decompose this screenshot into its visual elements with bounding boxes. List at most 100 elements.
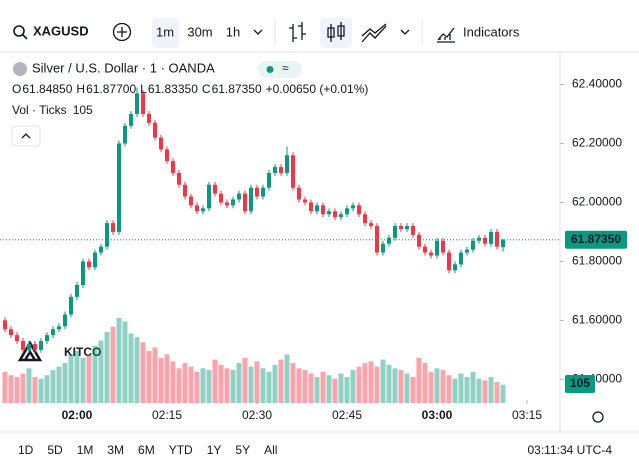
market-open-dot (266, 66, 274, 73)
range-button[interactable]: All (264, 443, 277, 457)
range-button[interactable]: 5D (47, 443, 63, 457)
candle-body (500, 239, 505, 248)
y-tick-label: 62.40000 (572, 77, 622, 91)
candle-body (368, 223, 373, 227)
volume-bar (194, 371, 200, 403)
collapse-icon (21, 133, 31, 139)
area-icon[interactable] (361, 23, 387, 43)
volume-bar (326, 375, 332, 403)
candle-body (104, 223, 109, 247)
candle-body (200, 208, 205, 212)
candle-body (8, 329, 13, 336)
indicators-icon[interactable] (437, 27, 455, 43)
range-button[interactable]: 1M (77, 443, 94, 457)
candle-body (344, 208, 349, 215)
candle-body (434, 240, 439, 256)
range-button[interactable]: YTD (169, 443, 193, 457)
candle-body (416, 234, 421, 247)
candle-body (326, 211, 331, 215)
volume-bar (182, 363, 188, 403)
change: +0.00650 (+0.01%) (266, 82, 369, 96)
volume-bar (284, 354, 290, 403)
volume-bar (122, 321, 128, 403)
candle-body (272, 167, 277, 173)
volume-bar (386, 364, 392, 403)
candle-body (206, 184, 211, 209)
range-button[interactable]: 5Y (235, 443, 250, 457)
interval[interactable]: 1h (226, 24, 240, 39)
watermark: KITCO (64, 345, 101, 359)
volume-bar (86, 354, 92, 403)
candle-body (218, 193, 223, 203)
volume-bar (158, 357, 164, 403)
dropdown-icon[interactable] (400, 29, 410, 35)
interval[interactable]: 1m (156, 24, 174, 39)
candle-body (80, 261, 85, 285)
candle-body (92, 252, 97, 268)
volume-bar (92, 345, 98, 403)
volume-bar (368, 361, 374, 403)
ohlc-key: H (76, 82, 85, 96)
collapse-button[interactable] (11, 125, 41, 147)
candle-body (230, 199, 235, 206)
candle-body (194, 205, 199, 212)
volume-bar (500, 384, 506, 403)
candle-body (122, 125, 127, 144)
volume-bar (302, 370, 308, 403)
interval[interactable]: 30m (187, 24, 212, 39)
candle-body (14, 335, 19, 342)
volume-bar (242, 357, 248, 403)
volume-bar (320, 371, 326, 403)
candle-body (320, 205, 325, 215)
volume-bar (104, 331, 110, 403)
range-button[interactable]: 1D (18, 443, 34, 457)
candle-body (296, 187, 301, 200)
bars-icon[interactable] (289, 22, 306, 42)
candle-body (374, 226, 379, 253)
compare-button[interactable] (112, 22, 132, 42)
candle-body (260, 187, 265, 197)
search-icon[interactable] (13, 25, 25, 37)
candle-body (446, 252, 451, 271)
range-button[interactable]: 3M (107, 443, 124, 457)
indicators-button[interactable]: Indicators (463, 24, 520, 39)
range-button[interactable]: 1Y (207, 443, 222, 457)
market-status[interactable] (258, 61, 302, 78)
volume-bar (446, 375, 452, 403)
volume-bar (128, 333, 134, 403)
settings-button[interactable] (592, 411, 604, 423)
candle-body (38, 341, 43, 350)
active-interval (152, 18, 179, 48)
volume-bar (398, 370, 404, 403)
candle-body (350, 205, 355, 209)
volume-title: Vol · Ticks (12, 103, 67, 117)
candle-body (128, 113, 133, 126)
volume-bar (218, 364, 224, 403)
status-icon: ≈ (282, 61, 289, 75)
volume-bar (110, 326, 116, 403)
candle-body (248, 187, 253, 212)
candle-body (152, 122, 157, 138)
candle-body (452, 264, 457, 271)
symbol[interactable]: XAGUSD (33, 23, 89, 38)
volume-bar (278, 359, 284, 403)
candle-body (164, 149, 169, 162)
volume-bar (62, 363, 68, 403)
candle-body (32, 343, 37, 350)
range-button[interactable]: 6M (138, 443, 155, 457)
volume-bar (236, 363, 242, 403)
volume-bar (410, 376, 416, 403)
candles-icon[interactable] (327, 22, 345, 42)
active-chart-type (320, 18, 352, 48)
volume-bar (290, 363, 296, 403)
dropdown-icon[interactable] (253, 29, 263, 35)
x-tick-label: 02:45 (332, 408, 362, 422)
candle-body (176, 172, 181, 185)
volume-bar (26, 368, 32, 403)
candle-body (98, 246, 103, 253)
volume-bar (32, 376, 38, 403)
candle-body (158, 137, 163, 150)
volume-bar (80, 357, 86, 403)
volume-bar (212, 359, 218, 403)
candle-body (308, 202, 313, 212)
